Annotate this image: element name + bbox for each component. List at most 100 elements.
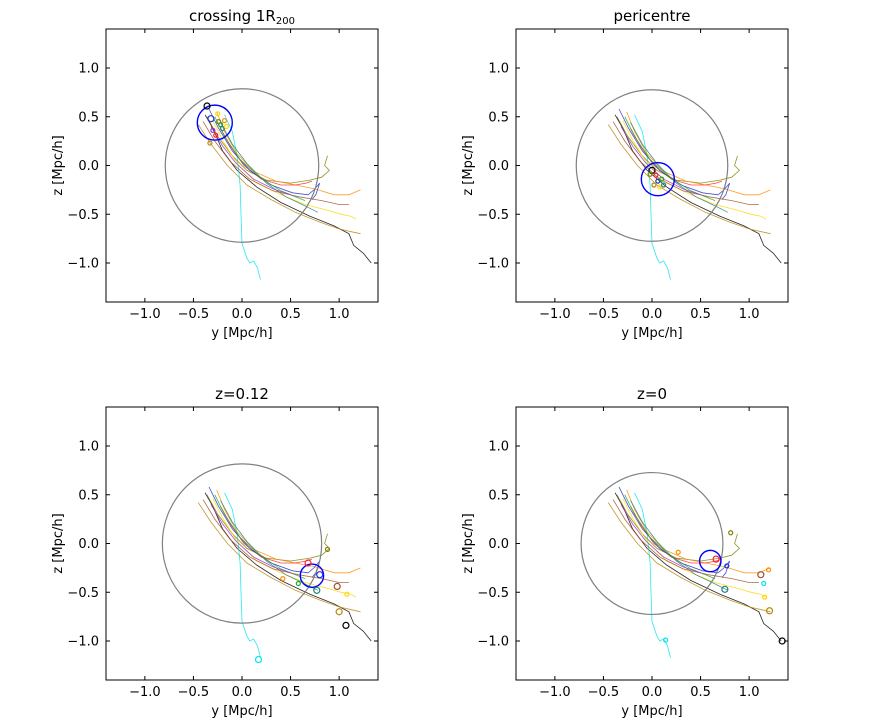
trajectory-line [624,494,716,579]
panel-2: −1.0 −0.5 0.0 0.5 1.0 −1.0 −0.5 0.0 0.5 1.0 y [Mpc… [461,7,789,341]
x-axis-label: y [Mpc/h] [621,704,682,719]
data-point [207,115,215,123]
data-point [762,594,768,600]
data-point [661,182,667,188]
trajectory-line [220,128,313,186]
trajectory-line [607,124,771,235]
x-tick-label: −1.0 [129,307,161,322]
trajectory-line [202,121,349,205]
trajectory-line [626,111,771,196]
data-point [342,621,350,630]
r200-circle [161,463,323,624]
data-point [203,102,211,110]
y-tick-label: 1.0 [78,62,99,77]
x-tick-label: 0.0 [232,307,253,322]
data-point [207,140,213,146]
data-point [653,172,659,178]
trajectory-line [614,492,782,642]
x-tick-label: −1.0 [539,685,571,700]
x-tick-label: −0.5 [588,685,620,700]
group-circle [196,104,233,141]
r200-circle [164,88,320,243]
x-tick-label: 1.0 [739,685,760,700]
x-tick-label: 1.0 [739,307,760,322]
x-axis-label: y [Mpc/h] [621,326,682,341]
data-point [655,178,661,184]
data-point [313,586,321,594]
data-point [295,580,301,587]
x-tick-label: 0.5 [280,685,301,700]
y-tick-label: 0.0 [78,159,99,174]
trajectory-line [634,114,671,280]
trajectory-line [630,128,723,186]
y-axis-label: z [Mpc/h] [461,135,476,195]
chart-title: z=0 [637,385,667,403]
y-tick-label: 0.0 [78,537,99,552]
x-tick-label: −1.0 [539,307,571,322]
data-point [728,530,734,536]
data-point [218,121,224,128]
y-axis-label: z [Mpc/h] [51,135,66,195]
y-tick-label: −0.5 [67,586,99,601]
data-point [223,123,230,130]
trajectory-line [616,494,740,562]
y-tick-label: 0.0 [488,537,509,552]
trajectory-line [612,499,759,583]
data-point [333,582,341,591]
data-point [765,607,774,615]
plot-area [575,89,782,280]
r200-circle [580,471,724,616]
data-point [647,171,653,177]
y-tick-label: −1.0 [477,635,509,650]
trajectory-line [212,120,356,220]
trajectory-line [206,116,330,184]
trajectory-line [607,502,771,613]
y-tick-label: 0.0 [488,159,509,174]
y-axis-label: z [Mpc/h] [51,513,66,573]
trajectory-line [216,111,361,196]
data-point [662,637,669,643]
data-point [213,132,219,138]
x-tick-label: −1.0 [129,685,161,700]
x-tick-label: 1.0 [329,685,350,700]
trajectory-line [618,108,731,200]
group-circle [640,161,676,197]
chart-title: z=0.12 [215,385,269,403]
data-point [316,571,324,579]
x-tick-label: 0.0 [642,685,663,700]
y-tick-label: 0.5 [488,488,509,503]
data-point [304,559,312,567]
x-axis-label: y [Mpc/h] [211,326,272,341]
x-tick-label: 0.0 [232,685,253,700]
chart-title-main: z=0.12 [215,385,269,403]
chart-title-main: crossing 1R [189,7,276,25]
y-tick-label: 0.5 [78,110,99,125]
chart-title: pericentre [613,7,690,25]
y-tick-label: 0.5 [78,488,99,503]
trajectory-line [208,486,321,578]
y-tick-label: −0.5 [477,586,509,601]
data-point [721,585,729,593]
trajectory-line [616,116,740,184]
trajectory-line [202,499,349,583]
y-tick-label: 0.5 [488,110,509,125]
x-tick-label: 0.5 [690,307,711,322]
x-tick-label: 1.0 [329,307,350,322]
trajectory-line [206,494,330,562]
trajectory-line [214,116,306,201]
data-point [335,608,343,616]
trajectory-line [216,489,361,574]
x-tick-label: 0.5 [690,685,711,700]
trajectory-line [620,504,701,574]
trajectory-line [210,126,291,196]
y-tick-label: 1.0 [78,440,99,455]
trajectory-line [622,120,766,220]
data-point [215,111,221,117]
y-tick-label: 1.0 [488,440,509,455]
data-point [675,549,681,555]
plot-area [164,88,372,280]
y-tick-label: −0.5 [67,208,99,223]
data-point [324,546,331,552]
panel-3: −1.0 −0.5 0.0 0.5 1.0 −1.0 −0.5 0.0 0.5 1.0 y [Mpc… [51,385,379,719]
trajectory-line [197,502,361,613]
